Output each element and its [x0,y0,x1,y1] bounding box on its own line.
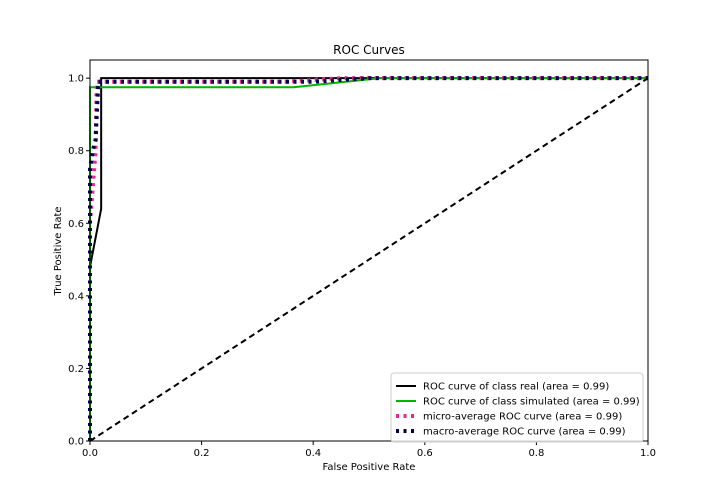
x-tick-label: 0.0 [82,448,98,459]
y-tick-label: 1.0 [68,74,84,85]
y-tick-label: 0.0 [68,437,84,448]
y-tick-label: 0.2 [68,364,84,375]
y-tick-label: 0.6 [68,219,84,230]
legend-entry-label: ROC curve of class real (area = 0.99) [423,382,609,393]
y-tick-label: 0.4 [68,291,84,302]
legend-entry-label: micro-average ROC curve (area = 0.99) [423,412,622,423]
y-axis-label: True Positive Rate [53,206,64,296]
chart-title: ROC Curves [333,43,405,57]
legend: ROC curve of class real (area = 0.99) ROC… [391,373,643,442]
y-tick-label: 0.8 [68,146,84,157]
x-tick-label: 0.6 [417,448,433,459]
x-tick-label: 1.0 [640,448,656,459]
legend-entry-label: macro-average ROC curve (area = 0.99) [423,427,626,438]
legend-entry-label: ROC curve of class simulated (area = 0.9… [423,397,640,408]
x-axis-label: False Positive Rate [323,462,416,473]
x-tick-label: 0.2 [194,448,210,459]
x-tick-label: 0.8 [528,448,544,459]
x-tick-label: 0.4 [305,448,321,459]
